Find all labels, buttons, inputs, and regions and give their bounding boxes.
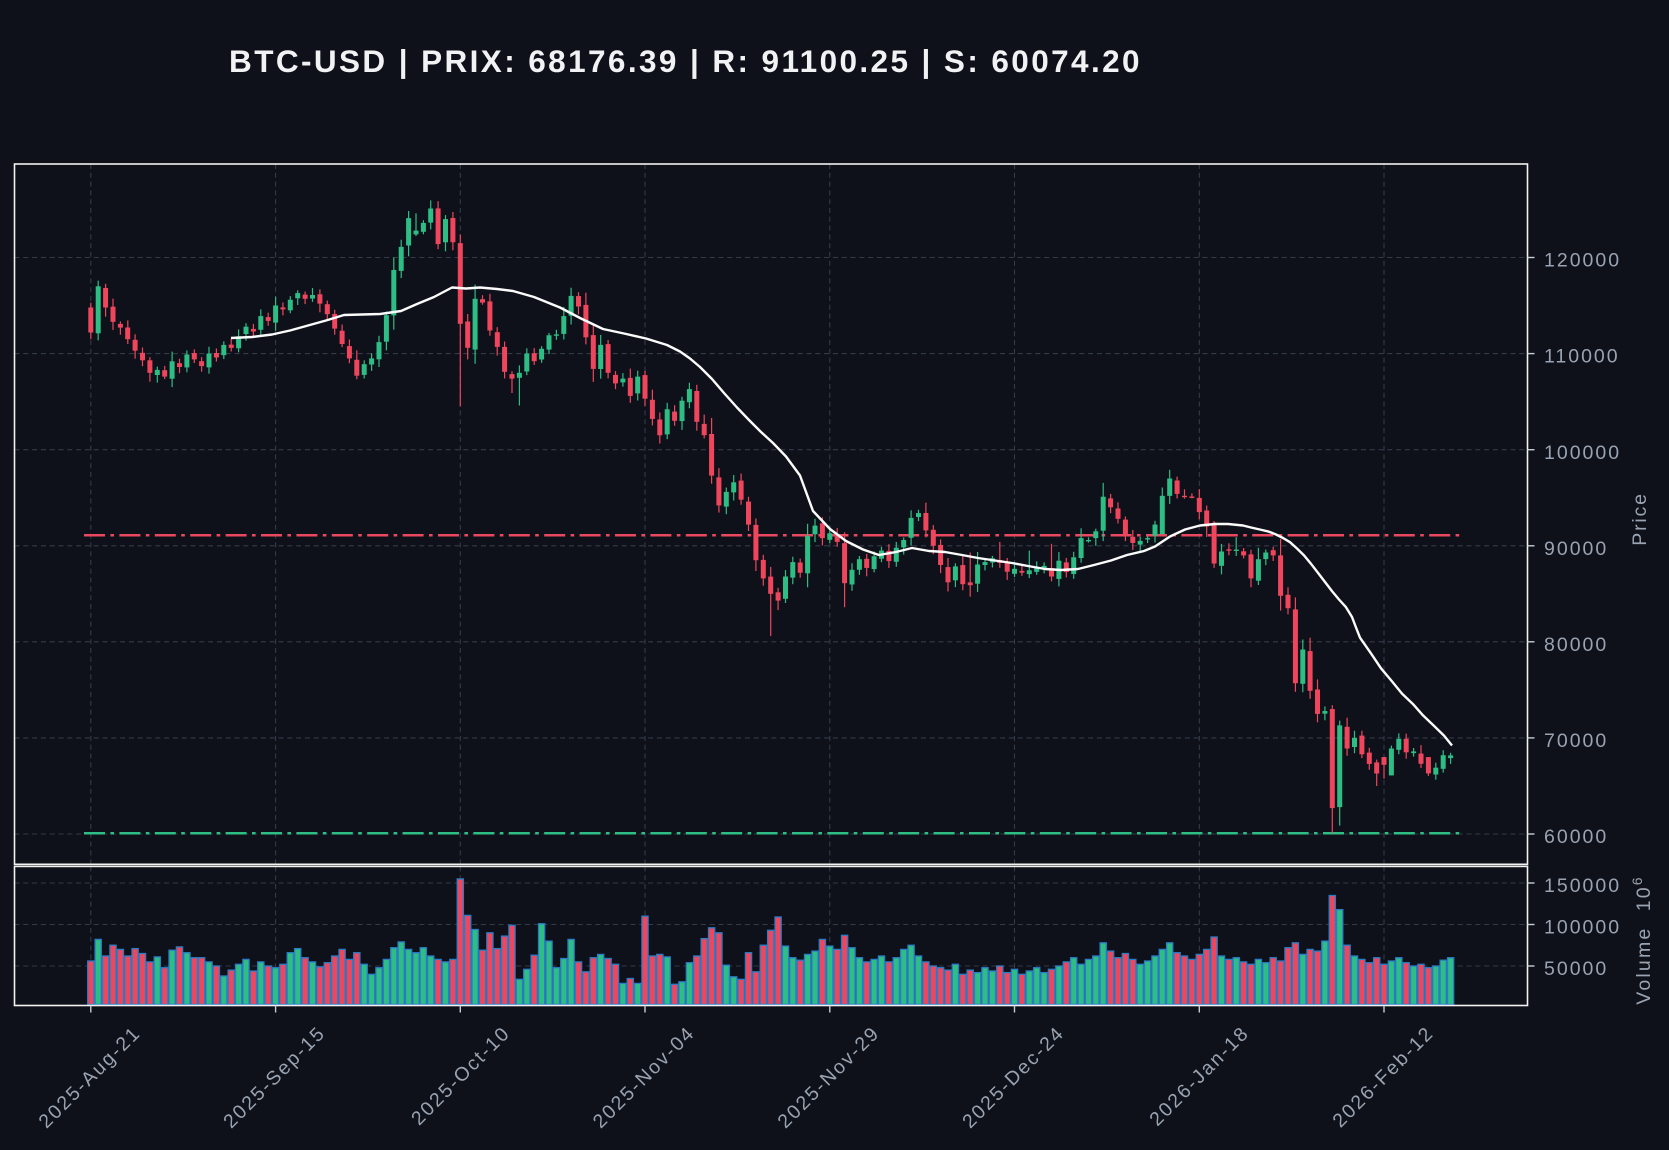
svg-text:Price: Price — [1629, 492, 1651, 545]
svg-text:50000: 50000 — [1544, 958, 1608, 980]
svg-text:100000: 100000 — [1544, 442, 1621, 464]
svg-text:60000: 60000 — [1544, 826, 1608, 848]
svg-text:100000: 100000 — [1544, 917, 1621, 939]
svg-text:BTC-USD | PRIX: 68176.39 | R:: BTC-USD | PRIX: 68176.39 | R: 91100.25 |… — [229, 43, 1142, 79]
svg-text:Volume 106: Volume 106 — [1629, 875, 1655, 1005]
svg-text:90000: 90000 — [1544, 538, 1608, 560]
svg-text:110000: 110000 — [1544, 346, 1620, 368]
svg-text:150000: 150000 — [1544, 875, 1621, 897]
svg-text:70000: 70000 — [1544, 730, 1608, 752]
svg-text:80000: 80000 — [1544, 634, 1608, 656]
svg-text:120000: 120000 — [1544, 250, 1621, 272]
